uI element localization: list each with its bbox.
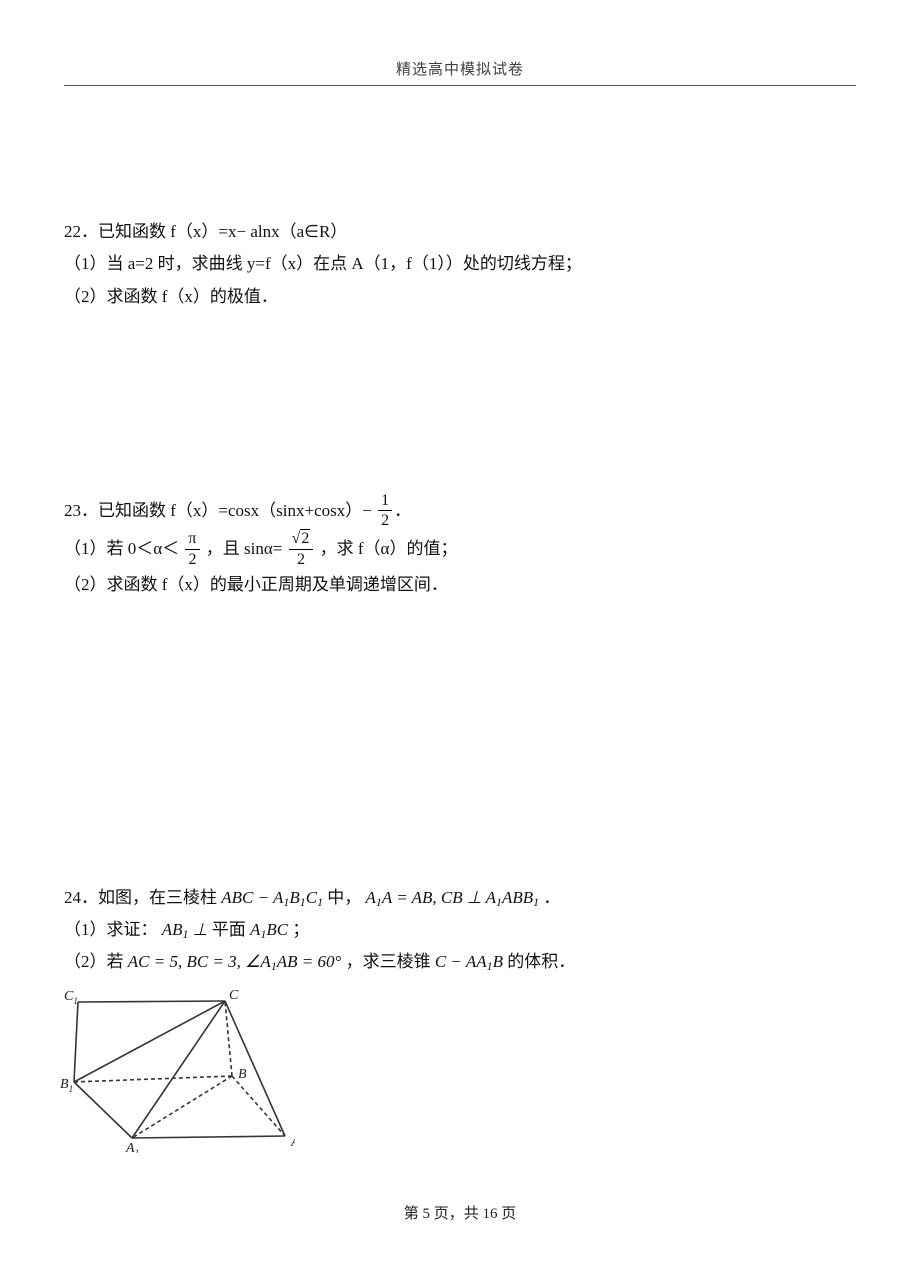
p24-part2-b: ，求三棱锥 (346, 952, 431, 971)
p22-stem: 22．已知函数 f（x）=x− alnx（a∈R） (64, 216, 856, 248)
p24-part2: （2）若 AC = 5, BC = 3, ∠A1AB = 60° ，求三棱锥 C… (64, 946, 856, 978)
page: 精选高中模拟试卷 22．已知函数 f（x）=x− alnx（a∈R） （1）当 … (0, 0, 920, 1273)
header-title: 精选高中模拟试卷 (396, 62, 524, 78)
p24-math2: A1A = AB, CB ⊥ A1ABB1 (366, 888, 540, 907)
svg-text:A1: A1 (125, 1141, 139, 1153)
frac-num: π (185, 530, 199, 550)
p24-part2-math1: AC = 5, BC = 3, ∠A1AB = 60° (128, 952, 342, 971)
p24-math1: ABC − A1B1C1 (221, 888, 327, 907)
p24-part1-b: ； (292, 920, 309, 939)
p23-number: 23 (64, 501, 81, 520)
p23-part1-c: ，求 f（α）的值； (320, 539, 458, 558)
p24-part1: （1）求证： AB1 ⊥ 平面 A1BC ； (64, 914, 856, 946)
p24-stem-b: 中， (327, 888, 361, 907)
footer-suffix: 页 (498, 1206, 517, 1222)
problem-23: 23．已知函数 f（x）=cosx（sinx+cosx）− 1 2 ． （1）若… (64, 493, 856, 602)
content: 22．已知函数 f（x）=x− alnx（a∈R） （1）当 a=2 时，求曲线… (64, 86, 856, 1153)
prism-svg: C1 C B1 B A1 A (60, 988, 295, 1153)
p23-part1-a: （1）若 0＜α＜ (64, 539, 179, 558)
footer-prefix: 第 (404, 1206, 423, 1222)
p24-stem-c: ． (543, 888, 560, 907)
svg-text:C1: C1 (64, 989, 78, 1006)
p22-part2: （2）求函数 f（x）的极值． (64, 281, 856, 313)
p23-stem-prefix: ．已知函数 f（x）=cosx（sinx+cosx）− (81, 501, 372, 520)
p24-number: 24 (64, 888, 81, 907)
p22-stem-text: ．已知函数 f（x）=x− alnx（a∈R） (81, 222, 347, 241)
gap-23-24 (64, 602, 856, 882)
p23-part1-b: ，且 sinα= (206, 539, 283, 558)
problem-22: 22．已知函数 f（x）=x− alnx（a∈R） （1）当 a=2 时，求曲线… (64, 216, 856, 313)
p23-part1: （1）若 0＜α＜ π 2 ，且 sinα= √2 2 ，求 f（α）的值； (64, 531, 856, 569)
frac-num: √2 (289, 530, 314, 550)
svg-text:B: B (238, 1067, 247, 1082)
p24-part2-a: （2）若 (64, 952, 124, 971)
p24-part2-c: 的体积． (507, 952, 575, 971)
frac-den: 2 (378, 511, 392, 530)
problem-24: 24．如图，在三棱柱 ABC − A1B1C1 中， A1A = AB, CB … (64, 882, 856, 1154)
p23-stem-frac: 1 2 (376, 492, 394, 530)
p22-part1: （1）当 a=2 时，求曲线 y=f（x）在点 A（1，f（1））处的切线方程； (64, 248, 856, 280)
p22-number: 22 (64, 222, 81, 241)
prism-figure: C1 C B1 B A1 A (60, 988, 856, 1153)
gap-22-23 (64, 313, 856, 493)
p24-part1-a: （1）求证： (64, 920, 158, 939)
footer-page: 5 (422, 1206, 430, 1222)
page-header: 精选高中模拟试卷 (64, 58, 856, 85)
svg-text:B1: B1 (60, 1077, 73, 1094)
p24-stem-a: ．如图，在三棱柱 (81, 888, 217, 907)
p24-part2-math2: C − AA1B (435, 952, 507, 971)
p24-stem: 24．如图，在三棱柱 ABC − A1B1C1 中， A1A = AB, CB … (64, 882, 856, 914)
footer-total: 16 (483, 1206, 498, 1222)
svg-text:C: C (229, 988, 239, 1003)
p24-part1-math: AB1 ⊥ 平面 A1BC (162, 920, 288, 939)
p23-stem-suffix: ． (394, 501, 411, 520)
frac-den: 2 (185, 550, 199, 569)
p23-stem: 23．已知函数 f（x）=cosx（sinx+cosx）− 1 2 ． (64, 493, 856, 531)
frac-num: 1 (378, 492, 392, 512)
frac-den: 2 (289, 550, 314, 569)
page-footer: 第 5 页，共 16 页 (0, 1202, 920, 1223)
footer-mid: 页，共 (430, 1206, 483, 1222)
p23-part2: （2）求函数 f（x）的最小正周期及单调递增区间． (64, 569, 856, 601)
sqrt-radicand: 2 (300, 529, 310, 547)
svg-text:A: A (290, 1135, 295, 1150)
p23-part1-frac2: √2 2 (287, 530, 316, 568)
p23-part1-frac1: π 2 (183, 530, 201, 568)
